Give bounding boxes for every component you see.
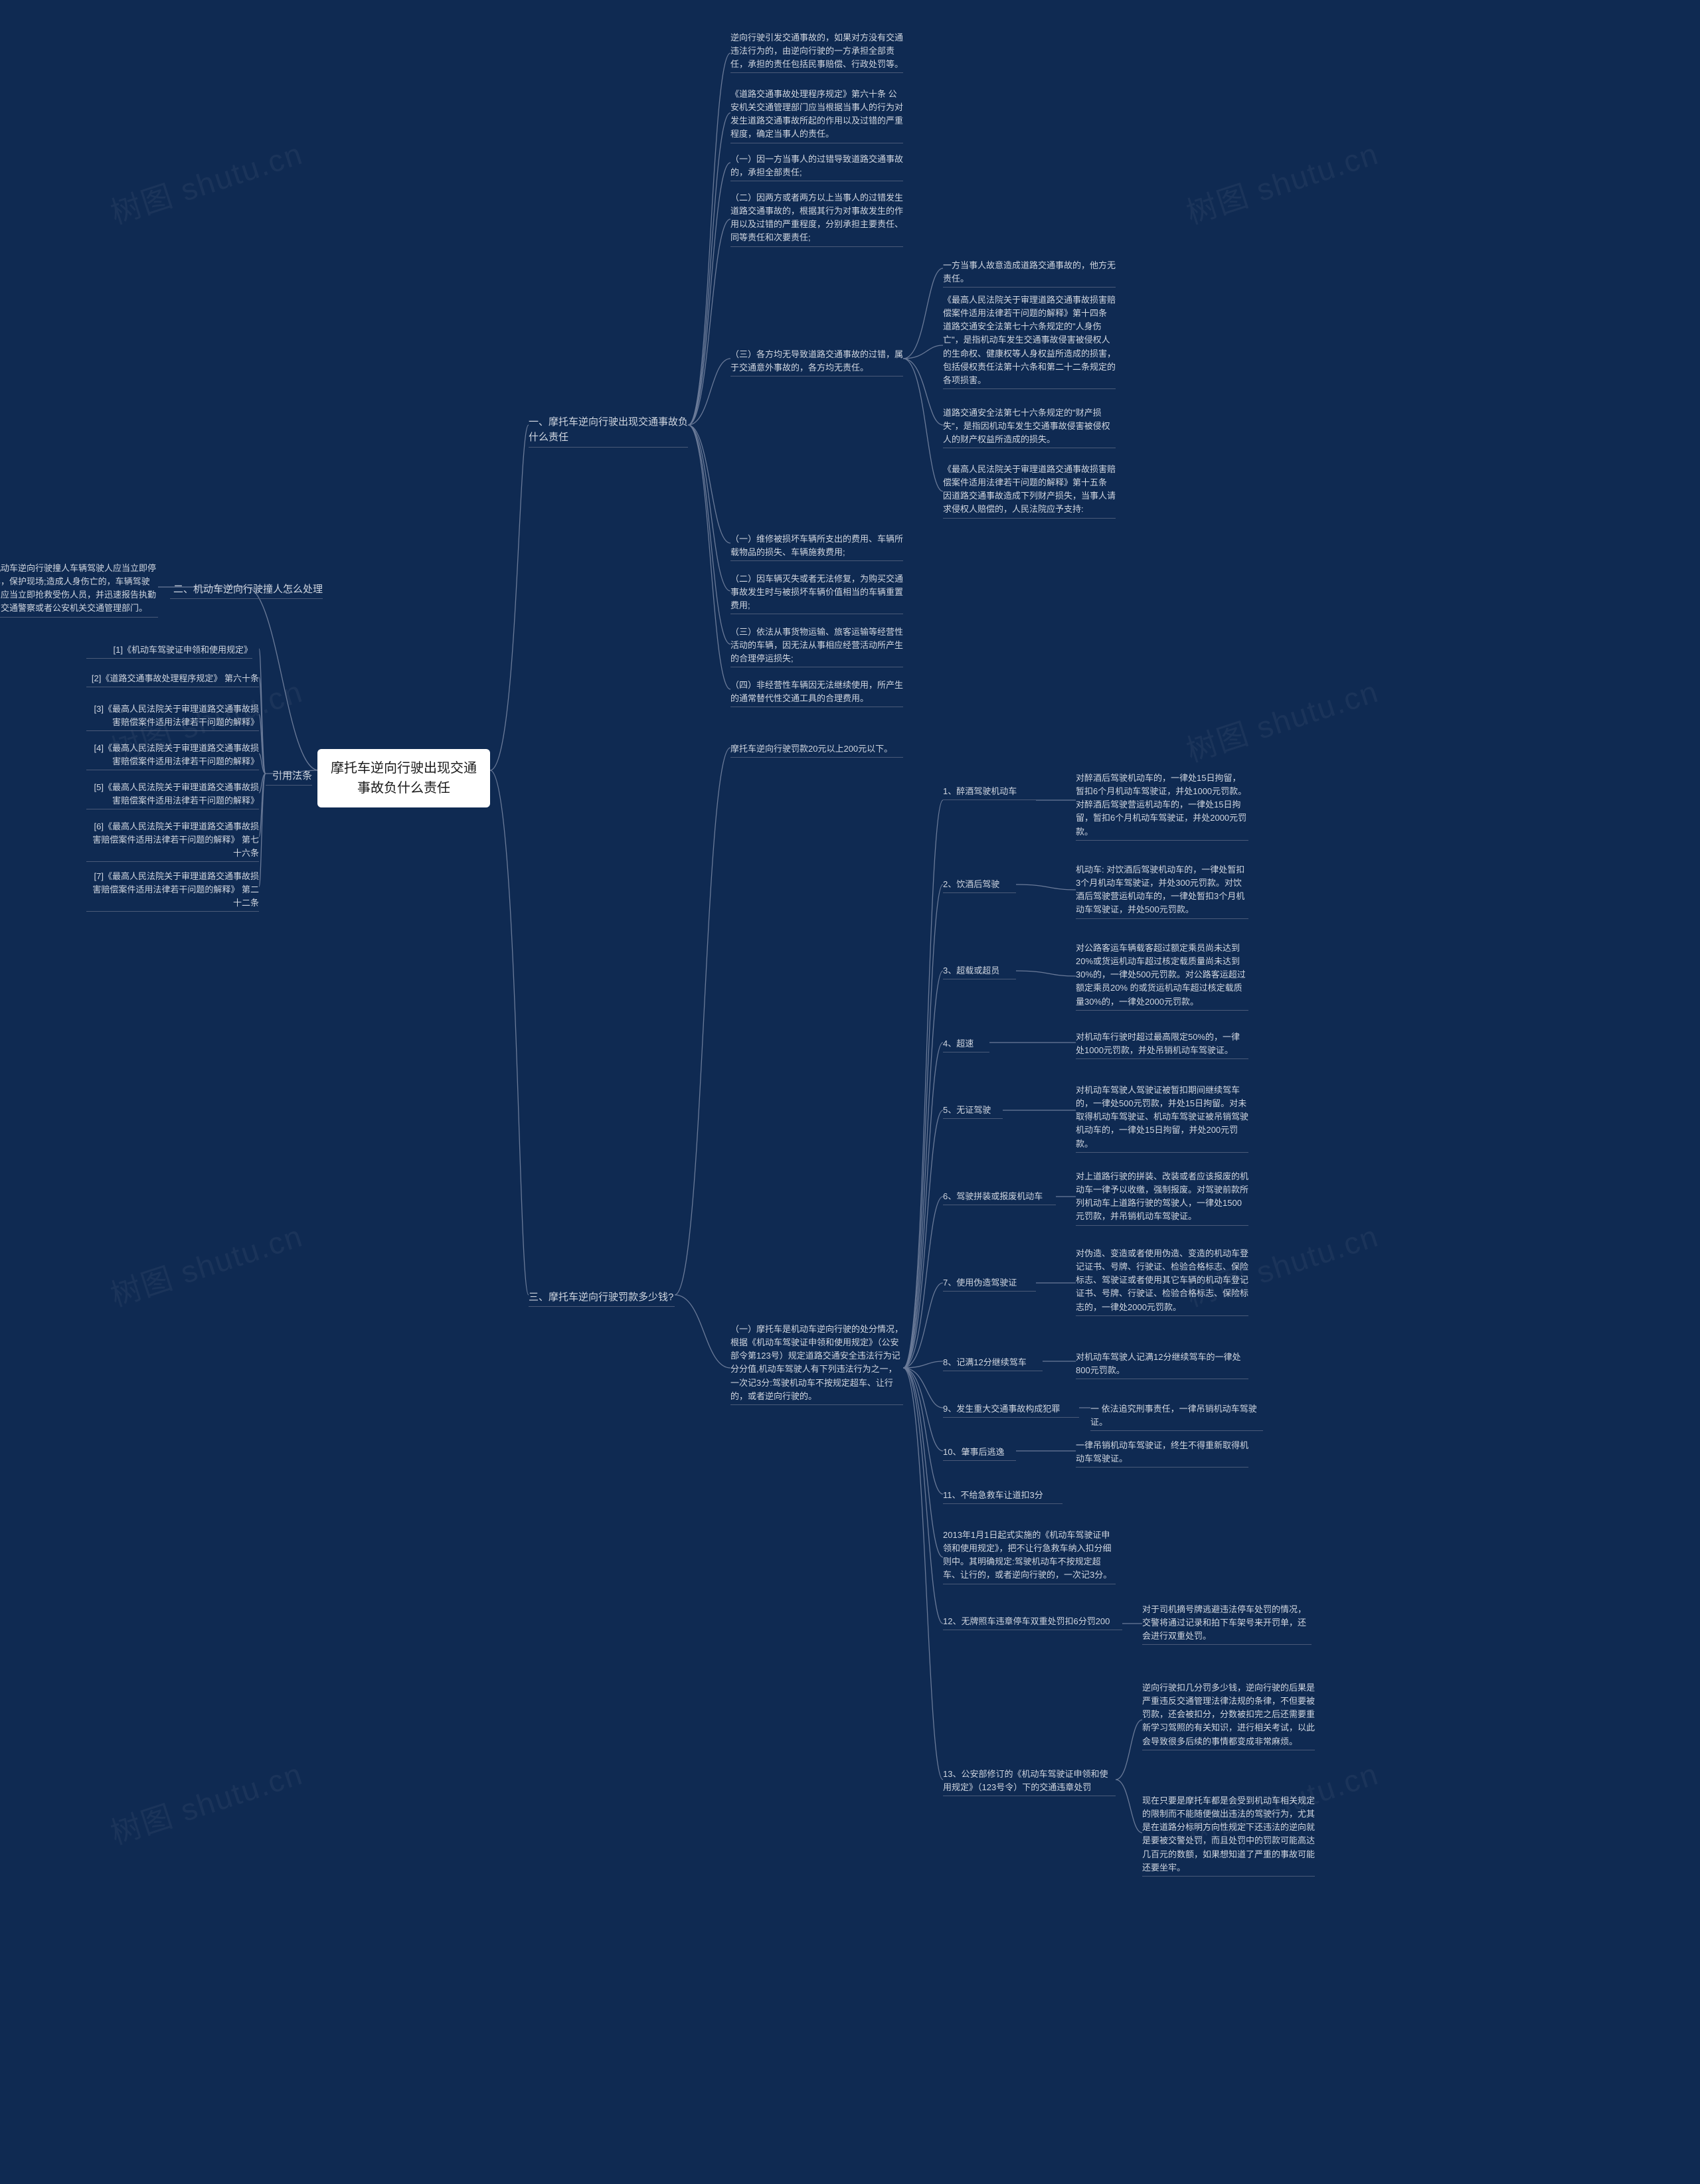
branch-left-1-child: 机动车逆向行驶撞人车辆驾驶人应当立即停车，保护现场;造成人身伤亡的，车辆驾驶人应… — [0, 560, 158, 618]
branch-left-1: 二、机动车逆向行驶撞人怎么处理 — [170, 580, 323, 599]
left2-item: [7]《最高人民法院关于审理道路交通事故损害赔偿案件适用法律若干问题的解释》 第… — [86, 869, 259, 912]
branch-right-1: 一、摩托车逆向行驶出现交通事故负什么责任 — [529, 413, 688, 448]
left2-item: [3]《最高人民法院关于审理道路交通事故损害赔偿案件适用法律若干问题的解释》 — [86, 701, 259, 731]
right2-detail: 一 依法追究刑事责任，一律吊销机动车驾驶证。 — [1090, 1401, 1263, 1431]
watermark: 树图 shutu.cn — [104, 1212, 307, 1315]
left2-item: [1]《机动车驾驶证申领和使用规定》 — [86, 642, 252, 659]
right2-numbered: 8、记满12分继续驾车 — [943, 1355, 1043, 1371]
right1-item: （四）非经营性车辆因无法继续使用，所产生的通常替代性交通工具的合理费用。 — [730, 677, 903, 707]
right2-numbered: 4、超速 — [943, 1036, 989, 1052]
right2-numbered: 5、无证驾驶 — [943, 1102, 1003, 1119]
branch-right-2: 三、摩托车逆向行驶罚款多少钱? — [529, 1288, 675, 1307]
right2-numbered: 11、不给急救车让道扣3分 — [943, 1487, 1062, 1504]
right1-item: （一）因一方当事人的过错导致道路交通事故的，承担全部责任; — [730, 151, 903, 181]
right2-item: 摩托车逆向行驶罚款20元以上200元以下。 — [730, 741, 903, 758]
watermark: 树图 shutu.cn — [104, 1750, 307, 1853]
right2-detail: 对机动车驾驶人驾驶证被暂扣期间继续驾车的，一律处500元罚款，并处15日拘留。对… — [1076, 1082, 1248, 1153]
right2-item: （一）摩托车是机动车逆向行驶的处分情况，根据《机动车驾驶证申领和使用规定》（公安… — [730, 1321, 903, 1405]
right2-numbered: 12、无牌照车违章停车双重处罚扣6分罚200 — [943, 1614, 1122, 1630]
watermark: 树图 shutu.cn — [1180, 129, 1383, 233]
right2-detail: 现在只要是摩托车都是会受到机动车相关规定的限制而不能随便做出违法的驾驶行为，尤其… — [1142, 1793, 1315, 1877]
right2-numbered: 13、公安部修订的《机动车驾驶证申领和使用规定》（123号令）下的交通违章处罚 — [943, 1766, 1116, 1796]
right2-numbered: 7、使用伪造驾驶证 — [943, 1275, 1036, 1292]
right2-numbered: 9、发生重大交通事故构成犯罪 — [943, 1401, 1079, 1418]
right2-detail: 机动车: 对饮酒后驾驶机动车的，一律处暂扣3个月机动车驾驶证，并处300元罚款。… — [1076, 862, 1248, 919]
right1-subitem: 一方当事人故意造成道路交通事故的，他方无责任。 — [943, 258, 1116, 288]
left2-item: [6]《最高人民法院关于审理道路交通事故损害赔偿案件适用法律若干问题的解释》 第… — [86, 819, 259, 862]
right2-numbered: 10、肇事后逃逸 — [943, 1444, 1016, 1461]
right2-detail: 对醉酒后驾驶机动车的，一律处15日拘留，暂扣6个月机动车驾驶证，并处1000元罚… — [1076, 770, 1248, 841]
left2-item: [2]《道路交通事故处理程序规定》 第六十条 — [86, 671, 259, 687]
root-node: 摩托车逆向行驶出现交通事故负什么责任 — [317, 749, 490, 807]
right2-numbered: 1、醉酒驾驶机动车 — [943, 784, 1036, 800]
right2-detail: 一律吊销机动车驾驶证，终生不得重新取得机动车驾驶证。 — [1076, 1438, 1248, 1468]
right2-numbered: 6、驾驶拼装或报废机动车 — [943, 1189, 1056, 1205]
right2-detail: 对公路客运车辆载客超过额定乘员尚未达到20%或货运机动车超过核定载质量尚未达到3… — [1076, 940, 1248, 1011]
right2-detail: 对上道路行驶的拼装、改装或者应该报废的机动车一律予以收缴，强制报废。对驾驶前款所… — [1076, 1169, 1248, 1226]
right2-numbered: 2、饮酒后驾驶 — [943, 877, 1016, 893]
right1-item: （二）因车辆灭失或者无法修复，为购买交通事故发生时与被损坏车辆价值相当的车辆重置… — [730, 571, 903, 614]
right1-item: （一）维修被损坏车辆所支出的费用、车辆所载物品的损失、车辆施救费用; — [730, 531, 903, 561]
right1-subitem: 《最高人民法院关于审理道路交通事故损害赔偿案件适用法律若干问题的解释》第十四条 … — [943, 292, 1116, 389]
branch-left-2: 引用法条 — [266, 767, 312, 786]
right1-item: （三）各方均无导致道路交通事故的过错，属于交通意外事故的，各方均无责任。 — [730, 347, 903, 377]
watermark: 树图 shutu.cn — [1180, 667, 1383, 771]
right2-detail: 逆向行驶扣几分罚多少钱，逆向行驶的后果是严重违反交通管理法律法规的条律，不但要被… — [1142, 1680, 1315, 1750]
right2-detail: 对于司机摘号牌逃避违法停车处罚的情况，交警将通过记录和拍下车架号来开罚单，还会进… — [1142, 1602, 1312, 1645]
right2-detail: 对机动车行驶时超过最高限定50%的，一律处1000元罚款，并处吊销机动车驾驶证。 — [1076, 1029, 1248, 1059]
right2-numbered-text: 2013年1月1日起式实施的《机动车驾驶证申领和使用规定》，把不让行急救车纳入扣… — [943, 1527, 1116, 1584]
right1-item: （二）因两方或者两方以上当事人的过错发生道路交通事故的，根据其行为对事故发生的作… — [730, 190, 903, 247]
right2-detail: 对机动车驾驶人记满12分继续驾车的一律处800元罚款。 — [1076, 1349, 1248, 1379]
watermark: 树图 shutu.cn — [104, 129, 307, 233]
connector-layer — [0, 0, 1700, 2184]
left2-item: [4]《最高人民法院关于审理道路交通事故损害赔偿案件适用法律若干问题的解释》 — [86, 740, 259, 770]
left2-item: [5]《最高人民法院关于审理道路交通事故损害赔偿案件适用法律若干问题的解释》 — [86, 780, 259, 809]
right1-subitem: 《最高人民法院关于审理道路交通事故损害赔偿案件适用法律若干问题的解释》第十五条 … — [943, 462, 1116, 519]
right1-item: 逆向行驶引发交通事故的，如果对方没有交通违法行为的，由逆向行驶的一方承担全部责任… — [730, 30, 903, 73]
right1-subitem: 道路交通安全法第七十六条规定的"财产损失"，是指因机动车发生交通事故侵害被侵权人… — [943, 405, 1116, 448]
right2-numbered: 3、超载或超员 — [943, 963, 1016, 979]
right1-item: （三）依法从事货物运输、旅客运输等经营性活动的车辆，因无法从事相应经营活动所产生… — [730, 624, 903, 667]
right1-item: 《道路交通事故处理程序规定》第六十条 公安机关交通管理部门应当根据当事人的行为对… — [730, 86, 903, 143]
right2-detail: 对伪造、变造或者使用伪造、变造的机动车登记证书、号牌、行驶证、检验合格标志、保险… — [1076, 1246, 1248, 1316]
